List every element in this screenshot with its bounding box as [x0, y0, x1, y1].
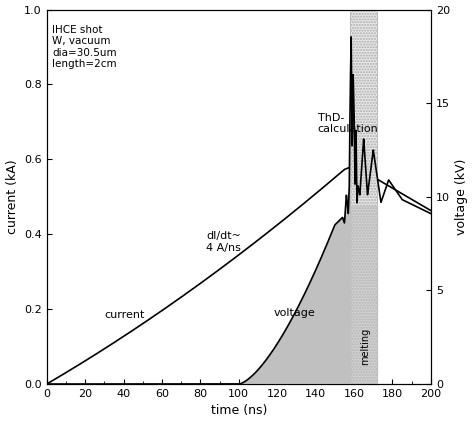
Text: dI/dt~
4 A/ns: dI/dt~ 4 A/ns	[206, 231, 241, 253]
Text: melting: melting	[360, 328, 370, 365]
Text: voltage: voltage	[273, 308, 315, 318]
X-axis label: time (ns): time (ns)	[210, 404, 267, 418]
Y-axis label: current (kA): current (kA)	[6, 159, 18, 234]
Text: current: current	[104, 310, 145, 320]
Text: IHCE shot
W, vacuum
dia=30.5um
length=2cm: IHCE shot W, vacuum dia=30.5um length=2c…	[53, 25, 117, 69]
Text: ThD-
calculation: ThD- calculation	[318, 113, 378, 134]
Y-axis label: voltage (kV): voltage (kV)	[456, 159, 468, 235]
Bar	[350, 10, 377, 384]
